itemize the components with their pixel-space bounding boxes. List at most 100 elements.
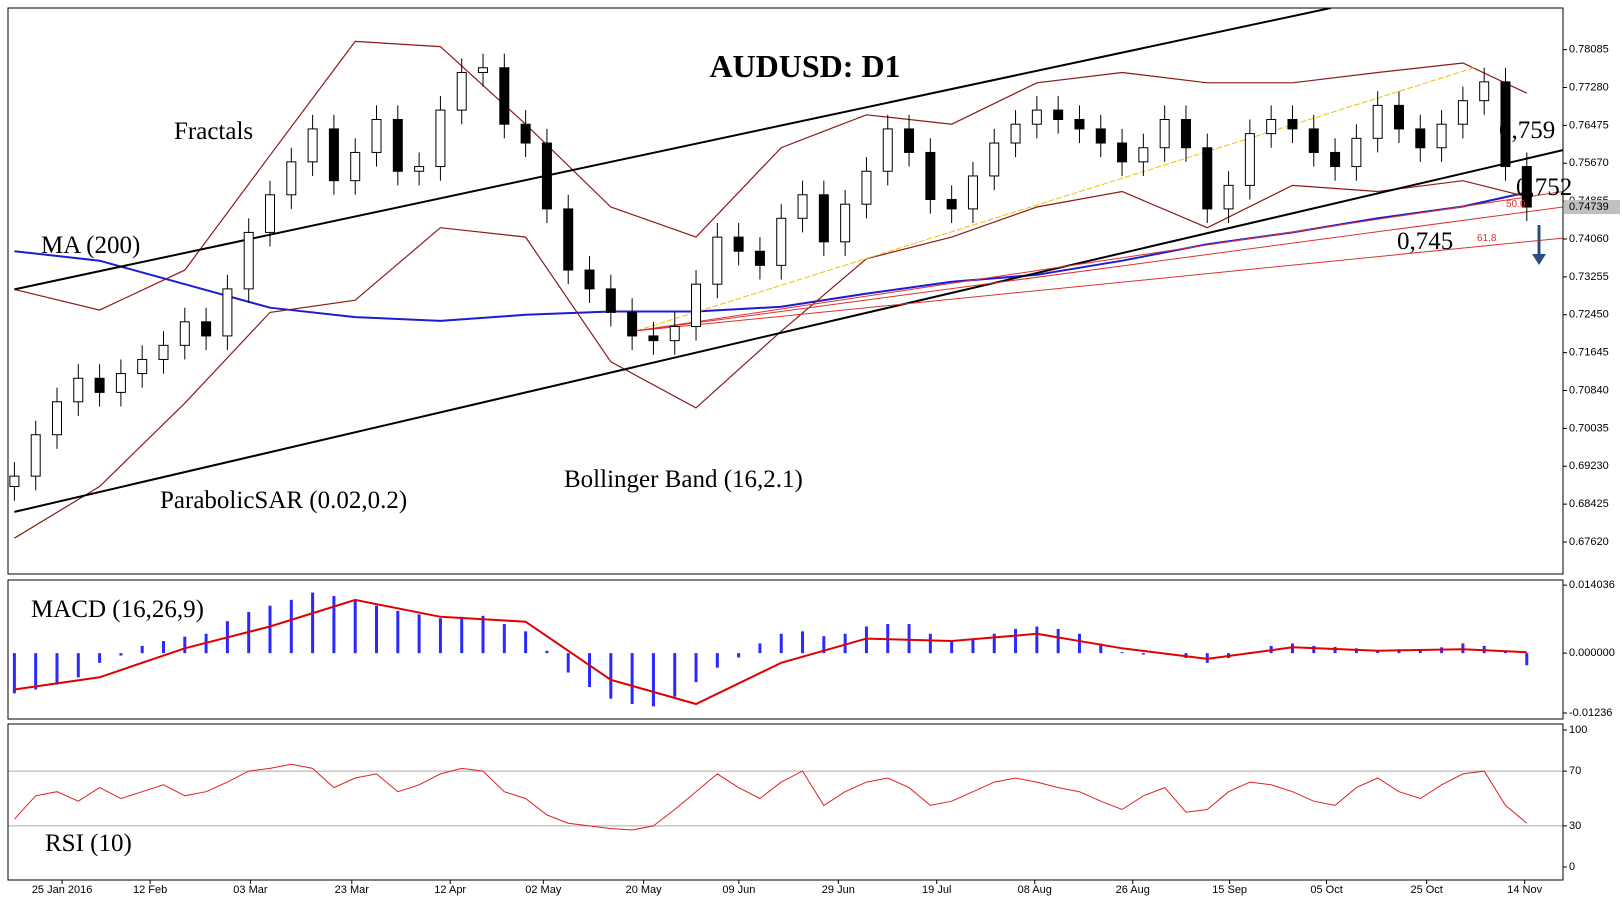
- y-tick-label: 30: [1569, 820, 1581, 832]
- candle-body: [818, 194, 829, 243]
- y-tick-label: 0.014036: [1569, 579, 1615, 591]
- chart-title: AUDUSD: D1: [709, 48, 900, 84]
- candle-body: [797, 194, 808, 219]
- y-tick-label: 100: [1569, 724, 1587, 736]
- candle-body: [1415, 128, 1426, 149]
- rsi-line: [14, 763, 1528, 831]
- x-tick-label: 20 May: [626, 884, 663, 896]
- candle-body: [435, 109, 446, 168]
- trend-line: [14, 149, 1563, 513]
- macd-bar: [737, 653, 741, 658]
- candle-body: [1393, 104, 1404, 130]
- candle-body: [989, 142, 1000, 177]
- axes: 0.780850.772800.764750.756700.748650.740…: [32, 44, 1620, 896]
- candle-body: [1053, 109, 1064, 121]
- candle-body: [478, 67, 489, 73]
- price-label: 0.74739: [1569, 201, 1609, 213]
- macd-bar: [673, 653, 677, 697]
- candle-body: [712, 236, 723, 285]
- macd-plot: [12, 592, 1529, 707]
- trend-line: [636, 66, 1476, 332]
- candle-body: [776, 217, 787, 266]
- macd-bar: [1014, 628, 1018, 654]
- price-frame: [7, 7, 1564, 575]
- x-tick-label: 05 Oct: [1310, 884, 1342, 896]
- candle-body: [1138, 147, 1149, 163]
- candle-body: [563, 208, 574, 271]
- macd-bar: [1141, 653, 1145, 655]
- macd-bar: [588, 653, 592, 688]
- candle-body: [754, 250, 765, 266]
- x-tick-label: 14 Nov: [1507, 884, 1542, 896]
- candle-body: [1244, 133, 1255, 186]
- macd-bar: [268, 605, 272, 654]
- candle-body: [307, 128, 318, 163]
- arrow: [1532, 225, 1546, 265]
- x-tick-label: 09 Jun: [722, 884, 755, 896]
- y-tick-label: 0.71645: [1569, 347, 1609, 359]
- x-tick-label: 02 May: [525, 884, 562, 896]
- macd-bar: [353, 600, 357, 654]
- macd-bar: [162, 641, 165, 654]
- candle-body: [925, 151, 936, 200]
- macd-bar: [864, 626, 868, 654]
- macd-bar: [801, 631, 805, 654]
- trend-line: [636, 237, 1563, 332]
- candle-body: [1223, 184, 1234, 210]
- candle-body: [115, 373, 126, 393]
- candle-body: [1479, 81, 1490, 102]
- bollinger-lower: [14, 180, 1527, 539]
- macd-bar: [971, 638, 975, 654]
- candle-body: [9, 475, 20, 487]
- fib-label: 61.8: [1477, 233, 1497, 244]
- candle-body: [520, 123, 531, 144]
- panel-title: MACD (16,26,9): [31, 596, 204, 623]
- annotation: MA (200): [41, 232, 140, 259]
- macd-bar: [375, 605, 379, 654]
- annotation: Bollinger Band (16,2.1): [564, 466, 803, 493]
- macd-bar: [502, 624, 506, 654]
- y-tick-label: 0.74060: [1569, 233, 1609, 245]
- macd-bar: [651, 653, 655, 707]
- y-tick-label: 0.76475: [1569, 119, 1609, 131]
- price-plot: [9, 8, 1563, 539]
- y-tick-label: 0.70035: [1569, 422, 1609, 434]
- candle-body: [1266, 119, 1277, 135]
- trend-line: [636, 190, 1563, 332]
- macd-bar: [332, 595, 336, 654]
- y-tick-label: 0: [1569, 861, 1575, 873]
- candle-body: [1095, 128, 1106, 144]
- macd-bar: [396, 610, 400, 654]
- y-tick-label: 70: [1569, 765, 1581, 777]
- candle-body: [669, 326, 680, 342]
- candle-body: [328, 128, 339, 182]
- y-tick-label: -0.01236: [1569, 707, 1612, 719]
- candle-body: [265, 194, 276, 233]
- macd-bar: [630, 653, 634, 704]
- candle-body: [350, 151, 361, 182]
- macd-bar: [524, 631, 528, 654]
- candle-body: [733, 236, 744, 252]
- candle-body: [1031, 109, 1042, 125]
- y-tick-label: 0.000000: [1569, 647, 1615, 659]
- candle-body: [94, 377, 105, 393]
- trend-line: [636, 206, 1563, 332]
- macd-frame: [7, 579, 1564, 720]
- candle-body: [1330, 151, 1341, 168]
- candle-body: [1308, 128, 1319, 153]
- y-tick-label: 0.77280: [1569, 81, 1609, 93]
- macd-bar: [907, 624, 911, 654]
- macd-bar: [758, 643, 762, 654]
- candle-body: [1074, 119, 1085, 130]
- candle-body: [1351, 137, 1362, 168]
- macd-bar: [1035, 626, 1039, 654]
- candle-body: [222, 288, 233, 337]
- y-tick-label: 0.67620: [1569, 536, 1609, 548]
- macd-bar: [438, 618, 442, 654]
- candle-body: [1457, 100, 1468, 125]
- y-tick-label: 0.78085: [1569, 44, 1609, 56]
- macd-bar: [566, 653, 570, 673]
- level-label: 0,759: [1499, 117, 1555, 144]
- candle-body: [1159, 119, 1170, 149]
